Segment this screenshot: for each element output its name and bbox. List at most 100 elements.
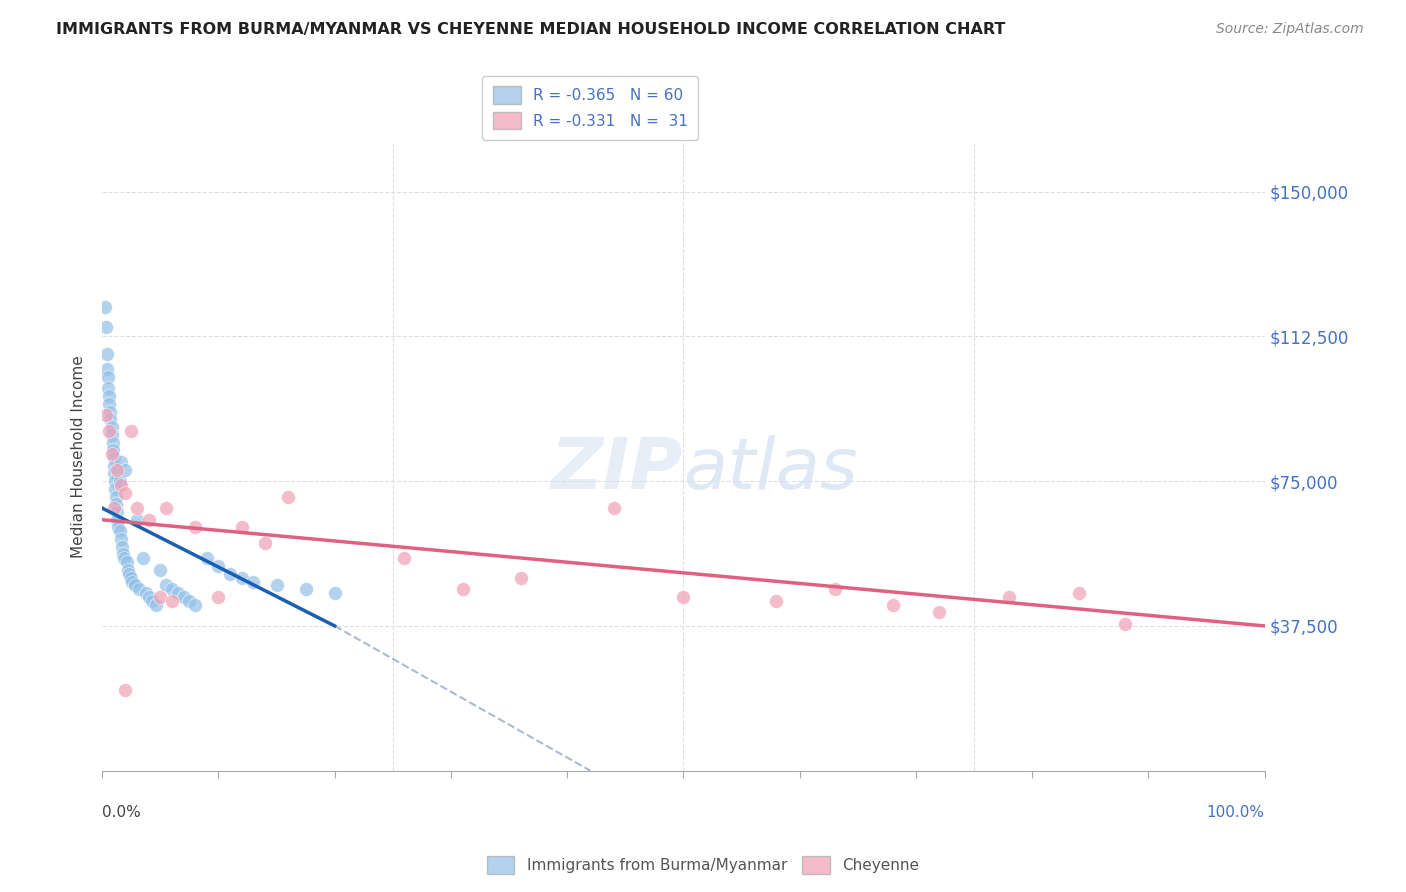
Point	[112, 551, 135, 566]
Point	[104, 482, 127, 496]
Point	[602, 501, 624, 516]
Point	[120, 424, 142, 438]
Point	[149, 563, 172, 577]
Point	[145, 598, 167, 612]
Point	[98, 397, 121, 411]
Point	[100, 420, 122, 434]
Point	[141, 594, 163, 608]
Point	[108, 524, 131, 539]
Point	[105, 462, 128, 476]
Point	[824, 582, 846, 597]
Point	[117, 563, 139, 577]
Point	[124, 578, 146, 592]
Point	[120, 571, 142, 585]
Text: 100.0%: 100.0%	[1206, 805, 1264, 821]
Point	[115, 555, 138, 569]
Point	[242, 574, 264, 589]
Text: IMMIGRANTS FROM BURMA/MYANMAR VS CHEYENNE MEDIAN HOUSEHOLD INCOME CORRELATION CH: IMMIGRANTS FROM BURMA/MYANMAR VS CHEYENN…	[56, 22, 1005, 37]
Point	[294, 582, 316, 597]
Point	[128, 582, 150, 597]
Point	[103, 501, 125, 516]
Point	[93, 301, 115, 315]
Point	[231, 571, 253, 585]
Text: 0.0%: 0.0%	[103, 805, 141, 821]
Point	[97, 370, 120, 384]
Point	[231, 520, 253, 534]
Point	[266, 578, 288, 592]
Point	[155, 501, 177, 516]
Point	[132, 551, 155, 566]
Point	[96, 347, 118, 361]
Point	[135, 586, 157, 600]
Point	[1067, 586, 1090, 600]
Point	[118, 566, 141, 581]
Point	[277, 490, 299, 504]
Point	[108, 474, 131, 488]
Point	[103, 467, 125, 481]
Text: Source: ZipAtlas.com: Source: ZipAtlas.com	[1216, 22, 1364, 37]
Point	[111, 540, 134, 554]
Point	[219, 566, 242, 581]
Point	[110, 478, 132, 492]
Point	[100, 427, 122, 442]
Point	[97, 382, 120, 396]
Point	[672, 590, 695, 604]
Point	[166, 586, 188, 600]
Point	[114, 682, 136, 697]
Point	[394, 551, 416, 566]
Point	[149, 590, 172, 604]
Point	[105, 513, 128, 527]
Point	[112, 548, 135, 562]
Point	[94, 319, 117, 334]
Point	[98, 389, 121, 403]
Point	[105, 490, 128, 504]
Point	[104, 474, 127, 488]
Point	[110, 532, 132, 546]
Point	[121, 574, 143, 589]
Point	[173, 590, 195, 604]
Point	[184, 598, 207, 612]
Y-axis label: Median Household Income: Median Household Income	[72, 356, 86, 558]
Point	[114, 462, 136, 476]
Point	[184, 520, 207, 534]
Point	[207, 590, 229, 604]
Point	[107, 520, 129, 534]
Point	[138, 513, 160, 527]
Text: ZIP: ZIP	[551, 435, 683, 504]
Point	[179, 594, 201, 608]
Point	[105, 505, 128, 519]
Point	[94, 409, 117, 423]
Point	[101, 443, 124, 458]
Point	[103, 458, 125, 473]
Point	[125, 501, 148, 516]
Point	[882, 598, 904, 612]
Point	[114, 485, 136, 500]
Point	[160, 594, 183, 608]
Point	[765, 594, 787, 608]
Point	[98, 424, 121, 438]
Point	[323, 586, 346, 600]
Point	[96, 362, 118, 376]
Point	[98, 404, 121, 418]
Point	[138, 590, 160, 604]
Point	[928, 606, 950, 620]
Legend: Immigrants from Burma/Myanmar, Cheyenne: Immigrants from Burma/Myanmar, Cheyenne	[481, 850, 925, 880]
Point	[160, 582, 183, 597]
Point	[509, 571, 531, 585]
Point	[110, 455, 132, 469]
Point	[100, 447, 122, 461]
Point	[253, 536, 276, 550]
Point	[195, 551, 218, 566]
Point	[105, 497, 128, 511]
Point	[207, 559, 229, 574]
Text: atlas: atlas	[683, 435, 858, 504]
Point	[1114, 617, 1136, 632]
Point	[101, 435, 124, 450]
Point	[155, 578, 177, 592]
Legend: R = -0.365   N = 60, R = -0.331   N =  31: R = -0.365 N = 60, R = -0.331 N = 31	[482, 76, 699, 140]
Point	[998, 590, 1021, 604]
Point	[103, 450, 125, 465]
Point	[98, 412, 121, 426]
Point	[125, 513, 148, 527]
Point	[451, 582, 474, 597]
